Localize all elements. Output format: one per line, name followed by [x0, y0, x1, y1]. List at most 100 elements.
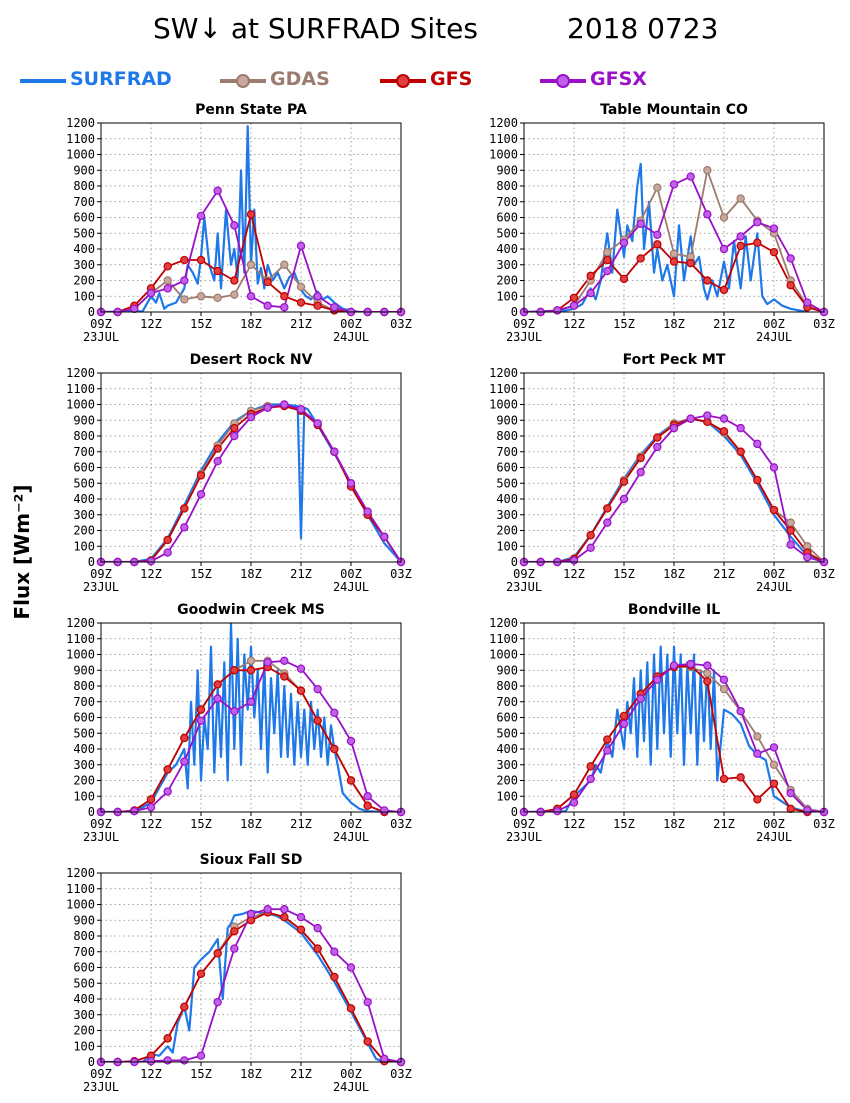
- y-tick-label: 1200: [489, 616, 518, 630]
- x-tick-label: 09Z: [90, 567, 112, 581]
- y-tick-label: 700: [496, 195, 518, 209]
- point-gdas: [669, 249, 679, 258]
- title-main: SW↓ at SURFRAD Sites: [153, 12, 478, 45]
- x-tick-label: 15Z: [190, 567, 212, 581]
- panel-svg-sioux-fall-sd: Sioux Fall SD010020030040050060070080090…: [66, 852, 412, 1094]
- point-gfs: [363, 1037, 372, 1046]
- point-gfsx: [719, 414, 729, 423]
- point-gfs: [719, 774, 729, 784]
- panel-fort-peck-mt: Fort Peck MT 0 100 200 300 400 500 600 700 800 900…: [468, 348, 848, 603]
- y-tick-label: 300: [496, 758, 518, 772]
- y-tick-label: 1100: [489, 132, 518, 146]
- point-gdas: [719, 684, 729, 694]
- point-gdas: [736, 194, 745, 203]
- y-tick-label: 100: [496, 539, 518, 553]
- panel-bondville-il: Bondville IL 0 100 200 300 400 500 600 700 800 900…: [468, 598, 848, 853]
- y-tick-label: 600: [73, 961, 95, 975]
- legend-swatch-gfs: [380, 74, 426, 88]
- x-tick-label: 09Z: [513, 317, 535, 331]
- x-tick-label: 00Z: [340, 317, 362, 331]
- point-gfs: [619, 274, 629, 284]
- point-gfsx: [669, 180, 679, 189]
- panel-svg-bondville-il: Bondville IL0100200300400500600700800900…: [489, 602, 835, 844]
- y-tick-label: 600: [496, 461, 518, 475]
- point-gfs: [753, 795, 762, 804]
- x-date-label: 24JUL: [333, 580, 369, 594]
- point-gdas: [719, 213, 729, 222]
- point-gdas: [786, 518, 795, 527]
- y-tick-label: 900: [73, 413, 95, 427]
- plot-frame: [523, 622, 825, 813]
- point-gfsx: [280, 656, 289, 666]
- panel-svg-fort-peck-mt: Fort Peck MT0100200300400500600700800900…: [489, 352, 835, 594]
- legend-swatch-gfsx: [540, 74, 586, 88]
- y-tick-label: 500: [496, 726, 518, 740]
- point-gfsx: [180, 523, 189, 532]
- y-tick-label: 100: [496, 289, 518, 303]
- y-tick-label: 500: [73, 976, 95, 990]
- y-tick-label: 100: [496, 789, 518, 803]
- point-gfsx: [180, 1056, 189, 1065]
- point-gfsx: [703, 661, 712, 670]
- point-gfs: [769, 779, 779, 788]
- point-gfsx: [246, 909, 256, 919]
- x-tick-label: 00Z: [763, 317, 785, 331]
- point-gfsx: [380, 1054, 389, 1064]
- point-gdas: [246, 656, 256, 666]
- y-tick-label: 0: [511, 555, 518, 569]
- point-gfsx: [653, 442, 662, 452]
- x-date-label: 24JUL: [756, 580, 792, 594]
- y-tick-label: 500: [496, 226, 518, 240]
- point-gfsx: [196, 490, 206, 499]
- point-gfsx: [553, 306, 562, 315]
- point-gfsx: [196, 211, 206, 221]
- series-line-surfrad: [101, 125, 368, 312]
- y-tick-label: 600: [496, 211, 518, 225]
- point-gdas: [180, 295, 189, 304]
- x-date-label: 24JUL: [756, 330, 792, 344]
- y-tick-label: 500: [73, 726, 95, 740]
- y-tick-label: 1100: [489, 382, 518, 396]
- y-tick-label: 1100: [66, 132, 95, 146]
- point-gfsx: [180, 276, 189, 285]
- y-tick-label: 600: [73, 711, 95, 725]
- point-gfsx: [669, 423, 679, 433]
- x-tick-label: 09Z: [90, 317, 112, 331]
- legend-label-gdas: GDAS: [270, 68, 330, 90]
- x-tick-label: 09Z: [513, 817, 535, 831]
- y-tick-label: 0: [88, 305, 95, 319]
- series-line-gfs: [101, 405, 401, 562]
- point-gfsx: [230, 221, 239, 230]
- panel-title: Sioux Fall SD: [200, 852, 303, 868]
- point-gdas: [703, 669, 712, 678]
- point-gfs: [603, 255, 612, 265]
- point-gfs: [180, 733, 189, 743]
- point-gfsx: [313, 923, 322, 933]
- panel-svg-penn-state-pa: Penn State PA010020030040050060070080090…: [66, 102, 412, 344]
- point-gfsx: [603, 746, 612, 755]
- panel-title: Penn State PA: [195, 102, 307, 118]
- point-gfs: [586, 271, 595, 280]
- y-tick-label: 1200: [66, 616, 95, 630]
- x-tick-label: 15Z: [190, 1067, 212, 1081]
- point-gfs: [736, 241, 745, 251]
- y-tick-label: 1100: [489, 632, 518, 646]
- y-tick-label: 700: [73, 695, 95, 709]
- point-gfsx: [346, 963, 356, 972]
- gridlines: [101, 873, 401, 1062]
- x-tick-label: 12Z: [140, 817, 162, 831]
- x-tick-label: 03Z: [813, 317, 835, 331]
- point-gfsx: [736, 706, 745, 716]
- x-tick-label: 00Z: [340, 1067, 362, 1081]
- point-gfs: [753, 475, 762, 485]
- panel-title: Bondville IL: [628, 602, 720, 618]
- y-tick-label: 1200: [489, 366, 518, 380]
- point-gfsx: [636, 468, 645, 477]
- point-gdas: [703, 166, 712, 175]
- point-gfs: [769, 247, 779, 257]
- series-line-surfrad: [101, 909, 385, 1062]
- point-gfsx: [653, 230, 662, 240]
- x-tick-label: 21Z: [290, 1067, 312, 1081]
- point-gfs: [230, 927, 239, 936]
- point-gdas: [296, 282, 306, 291]
